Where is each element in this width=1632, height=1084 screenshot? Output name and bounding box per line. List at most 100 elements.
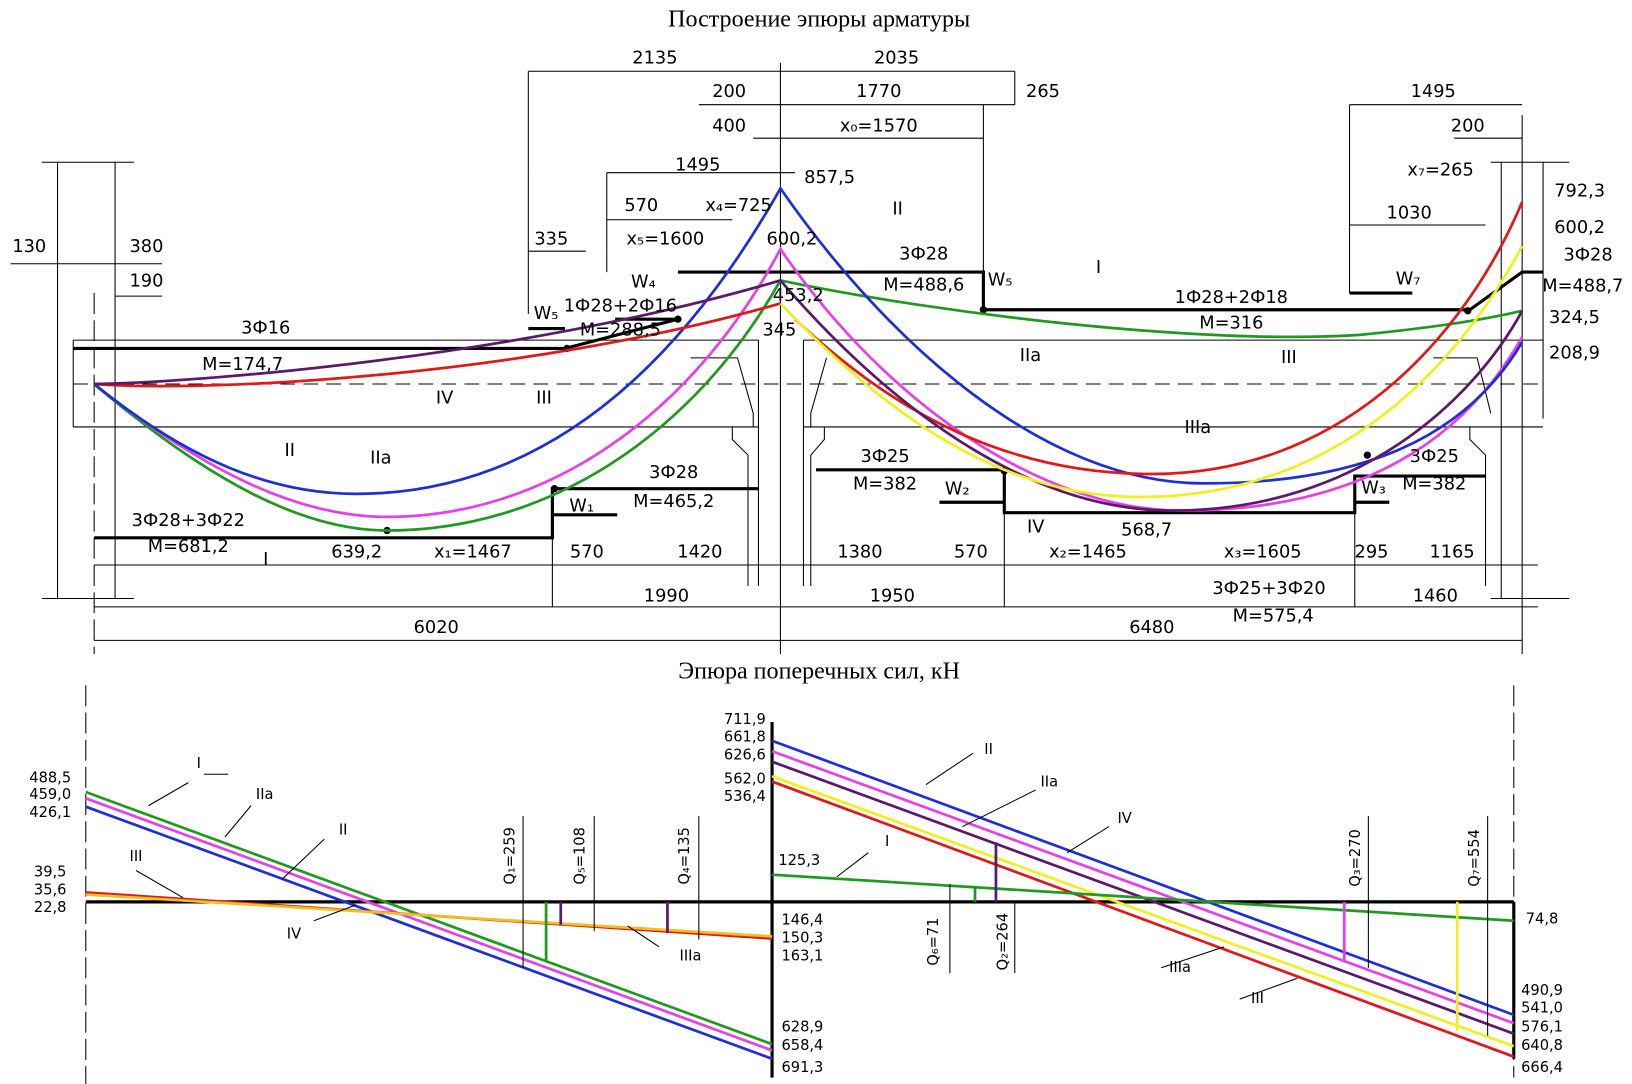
label: M=575,4	[1233, 605, 1314, 626]
label: 488,5	[29, 769, 71, 786]
label: IV	[1117, 810, 1131, 827]
label: Q₇=554	[1466, 829, 1483, 887]
label: 536,4	[724, 788, 766, 805]
label: 208,9	[1549, 343, 1600, 364]
label: 857,5	[804, 167, 855, 188]
label: II	[984, 741, 993, 758]
label: 130	[12, 236, 46, 257]
label: M=465,2	[633, 491, 714, 512]
label: 2035	[874, 48, 919, 69]
label: 570	[624, 195, 658, 216]
label: Q₄=135	[676, 827, 693, 885]
label: Q₃=270	[1347, 829, 1364, 887]
label: x₂=1465	[1049, 541, 1127, 562]
label: x₀=1570	[840, 116, 918, 137]
label: W₇	[1396, 268, 1421, 289]
label: 1Ф28+2Ф18	[1175, 287, 1288, 308]
label: III	[1281, 347, 1297, 368]
label: 1380	[837, 541, 882, 562]
label: 3Ф25	[860, 446, 909, 467]
label: 661,8	[724, 729, 766, 746]
label: 691,3	[781, 1059, 823, 1076]
label: M=681,2	[148, 536, 229, 557]
label: x₁=1467	[434, 541, 512, 562]
label: I	[885, 833, 889, 850]
label: M=288,5	[580, 320, 661, 341]
label: 1495	[675, 154, 720, 175]
label: IIa	[1040, 774, 1058, 791]
label: 1030	[1387, 203, 1432, 224]
label: II	[285, 440, 295, 461]
label: W₄	[631, 272, 656, 293]
label: 3Ф28	[899, 243, 948, 264]
label: 74,8	[1526, 911, 1559, 928]
label: 295	[1355, 541, 1389, 562]
label: II	[339, 822, 348, 839]
label: 568,7	[1121, 519, 1172, 540]
label: 1770	[856, 81, 901, 102]
label: 541,0	[1521, 1000, 1563, 1017]
label: 666,4	[1521, 1059, 1563, 1076]
label: III	[130, 848, 143, 865]
label: Q₁=259	[502, 827, 519, 885]
label: 200	[712, 81, 746, 102]
label: x₄=725	[705, 195, 771, 216]
label: 570	[570, 541, 604, 562]
label: Q₅=108	[572, 827, 589, 885]
label: 400	[712, 116, 746, 137]
label: 200	[1451, 116, 1485, 137]
label: M=316	[1199, 312, 1263, 333]
label: 6480	[1129, 617, 1174, 638]
label: IV	[287, 925, 301, 942]
label: 600,2	[767, 229, 818, 250]
label: W₅	[988, 269, 1013, 290]
label: 1495	[1411, 81, 1456, 102]
label: 711,9	[724, 711, 766, 728]
label: M=488,6	[883, 275, 964, 296]
label: I	[197, 755, 201, 772]
label: Q₆=71	[925, 918, 942, 966]
label: IIa	[256, 786, 274, 803]
label: x₅=1600	[626, 229, 704, 250]
label: 146,4	[781, 912, 823, 929]
label: M=488,7	[1542, 276, 1623, 297]
label: 576,1	[1521, 1018, 1563, 1035]
label: W₂	[945, 479, 970, 500]
label: IV	[1027, 516, 1044, 537]
label: 35,6	[34, 881, 67, 898]
label: III	[536, 388, 552, 409]
label: 345	[762, 320, 796, 341]
label: W₁	[569, 495, 594, 516]
label: 190	[130, 271, 164, 292]
label: 490,9	[1521, 982, 1563, 999]
label: 1420	[677, 541, 722, 562]
label: 628,9	[781, 1018, 823, 1035]
label: W₃	[1361, 478, 1386, 499]
label: 380	[130, 236, 164, 257]
label: 658,4	[781, 1037, 823, 1054]
label: 324,5	[1549, 307, 1600, 328]
label: I	[263, 549, 268, 570]
label: M=382	[853, 473, 917, 494]
label: 639,2	[331, 541, 382, 562]
title: Эпюра поперечных сил, кН	[678, 658, 960, 684]
label: 562,0	[724, 770, 766, 787]
label: 163,1	[781, 947, 823, 964]
page: Построение эпюры арматуры Эпюра поперечн…	[0, 0, 1632, 1084]
label: 22,8	[34, 899, 67, 916]
label: 3Ф25	[1410, 446, 1459, 467]
label: 600,2	[1554, 217, 1605, 238]
label: 125,3	[778, 852, 820, 869]
label: IIIa	[1169, 959, 1191, 976]
label: 150,3	[781, 929, 823, 946]
label: 1990	[644, 585, 689, 606]
label: M=174,7	[202, 354, 283, 375]
label: IIIa	[1185, 417, 1212, 438]
title: Построение эпюры арматуры	[668, 7, 970, 33]
label: 2135	[632, 48, 677, 69]
label: 3Ф25+3Ф20	[1212, 578, 1325, 599]
label: 626,6	[724, 746, 766, 763]
label: 3Ф28+3Ф22	[132, 510, 245, 531]
label: IIIa	[680, 947, 702, 964]
label: 1165	[1429, 541, 1474, 562]
